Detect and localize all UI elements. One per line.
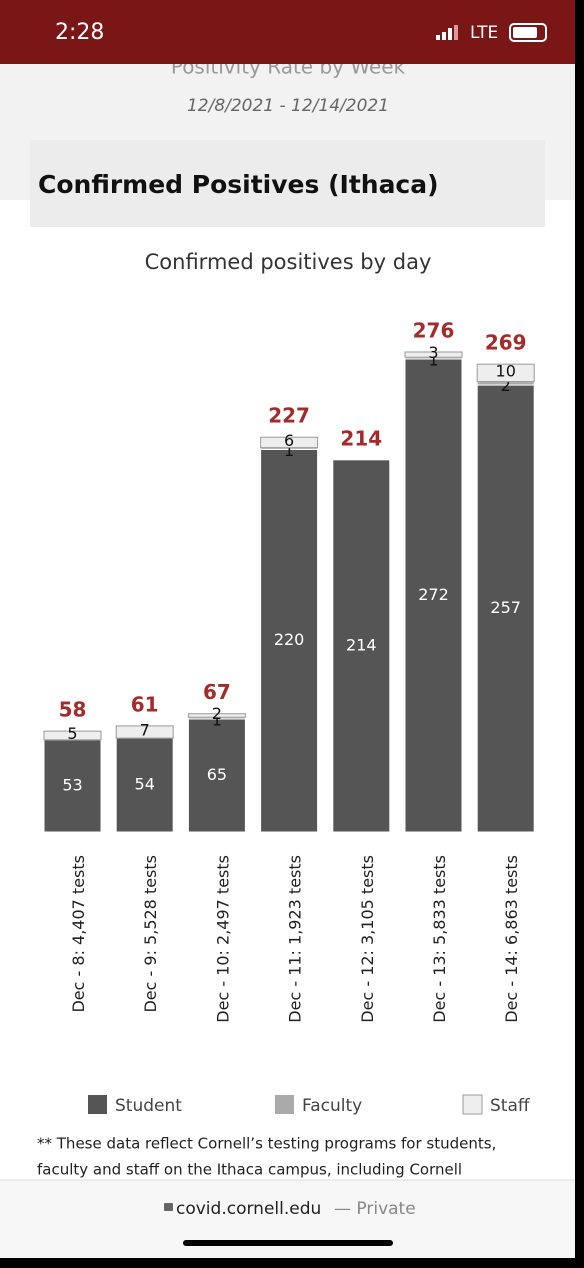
- total-label: 276: [413, 319, 455, 343]
- segment-label: 257: [490, 598, 521, 617]
- date-range: 12/8/2021 - 12/14/2021: [187, 96, 389, 116]
- home-indicator: [183, 1240, 393, 1246]
- bar-segment: [187, 718, 246, 833]
- segment-label: 10: [496, 361, 516, 380]
- segment-label: 1: [428, 351, 438, 370]
- legend-swatch: [462, 1094, 483, 1115]
- bar-segment: [476, 363, 535, 383]
- segment-label: 214: [346, 635, 377, 654]
- segment-label: 6: [284, 431, 294, 450]
- network: LTE: [470, 23, 498, 43]
- privacy-status: — Private: [334, 1199, 416, 1219]
- chart-title: Confirmed positives by day: [145, 250, 432, 274]
- bar-segment: [43, 739, 102, 833]
- bar-segment: [43, 730, 102, 741]
- x-tick-label: Dec - 12: 3,105 tests: [358, 855, 377, 1023]
- total-label: 58: [59, 698, 87, 722]
- total-label: 214: [340, 426, 382, 450]
- bar-segment: [187, 713, 246, 718]
- lock-icon: [164, 1203, 173, 1211]
- battery: [509, 23, 547, 42]
- url[interactable]: covid.cornell.edu: [176, 1199, 321, 1219]
- browser-bar: [0, 1180, 575, 1258]
- total-label: 227: [268, 404, 310, 428]
- legend-swatch: [275, 1095, 294, 1114]
- segment-label: 1: [212, 711, 222, 730]
- segment-label: 65: [207, 765, 227, 784]
- segment-label: 5: [67, 724, 77, 743]
- footnote-line: ** These data reflect Cornell’s testing …: [37, 1135, 496, 1153]
- time: 2:28: [55, 20, 104, 45]
- segment-label: 54: [135, 775, 155, 794]
- x-tick-label: Dec - 13: 5,833 tests: [430, 855, 449, 1023]
- section-box: [30, 140, 545, 227]
- bar-segment: [115, 737, 174, 833]
- bar-segment: [404, 351, 463, 358]
- x-tick-label: Dec - 8: 4,407 tests: [69, 855, 88, 1013]
- segment-label: 272: [418, 585, 449, 604]
- bar-segment: [260, 436, 319, 449]
- segment-label: 7: [140, 721, 150, 740]
- status-bar: [0, 0, 575, 64]
- x-tick-label: Dec - 11: 1,923 tests: [286, 855, 305, 1023]
- section-title: Confirmed Positives (Ithaca): [38, 170, 439, 199]
- segment-label: 220: [274, 630, 305, 649]
- total-label: 61: [131, 692, 159, 716]
- footnote-line: faculty and staff on the Ithaca campus, …: [37, 1161, 462, 1179]
- x-tick-label: Dec - 10: 2,497 tests: [213, 855, 232, 1023]
- segment-label: 1: [284, 441, 294, 460]
- x-tick-label: Dec - 14: 6,863 tests: [502, 855, 521, 1023]
- segment-label: 2: [501, 376, 511, 395]
- legend-label: Student: [115, 1096, 182, 1116]
- x-tick-label: Dec - 9: 5,528 tests: [141, 855, 160, 1013]
- signal: [436, 25, 458, 40]
- battery-level: [513, 27, 537, 38]
- segment-label: 53: [62, 775, 82, 794]
- bar-segment: [476, 384, 535, 833]
- segment-label: 3: [428, 343, 438, 362]
- legend-label: Staff: [490, 1096, 531, 1116]
- total-label: 269: [485, 331, 527, 355]
- bar-segment: [115, 725, 174, 739]
- total-label: 67: [203, 680, 231, 704]
- segment-label: 2: [212, 704, 222, 723]
- legend-swatch: [88, 1095, 107, 1114]
- bar-segment: [260, 448, 319, 833]
- bar-segment: [332, 459, 391, 833]
- legend-label: Faculty: [302, 1096, 362, 1116]
